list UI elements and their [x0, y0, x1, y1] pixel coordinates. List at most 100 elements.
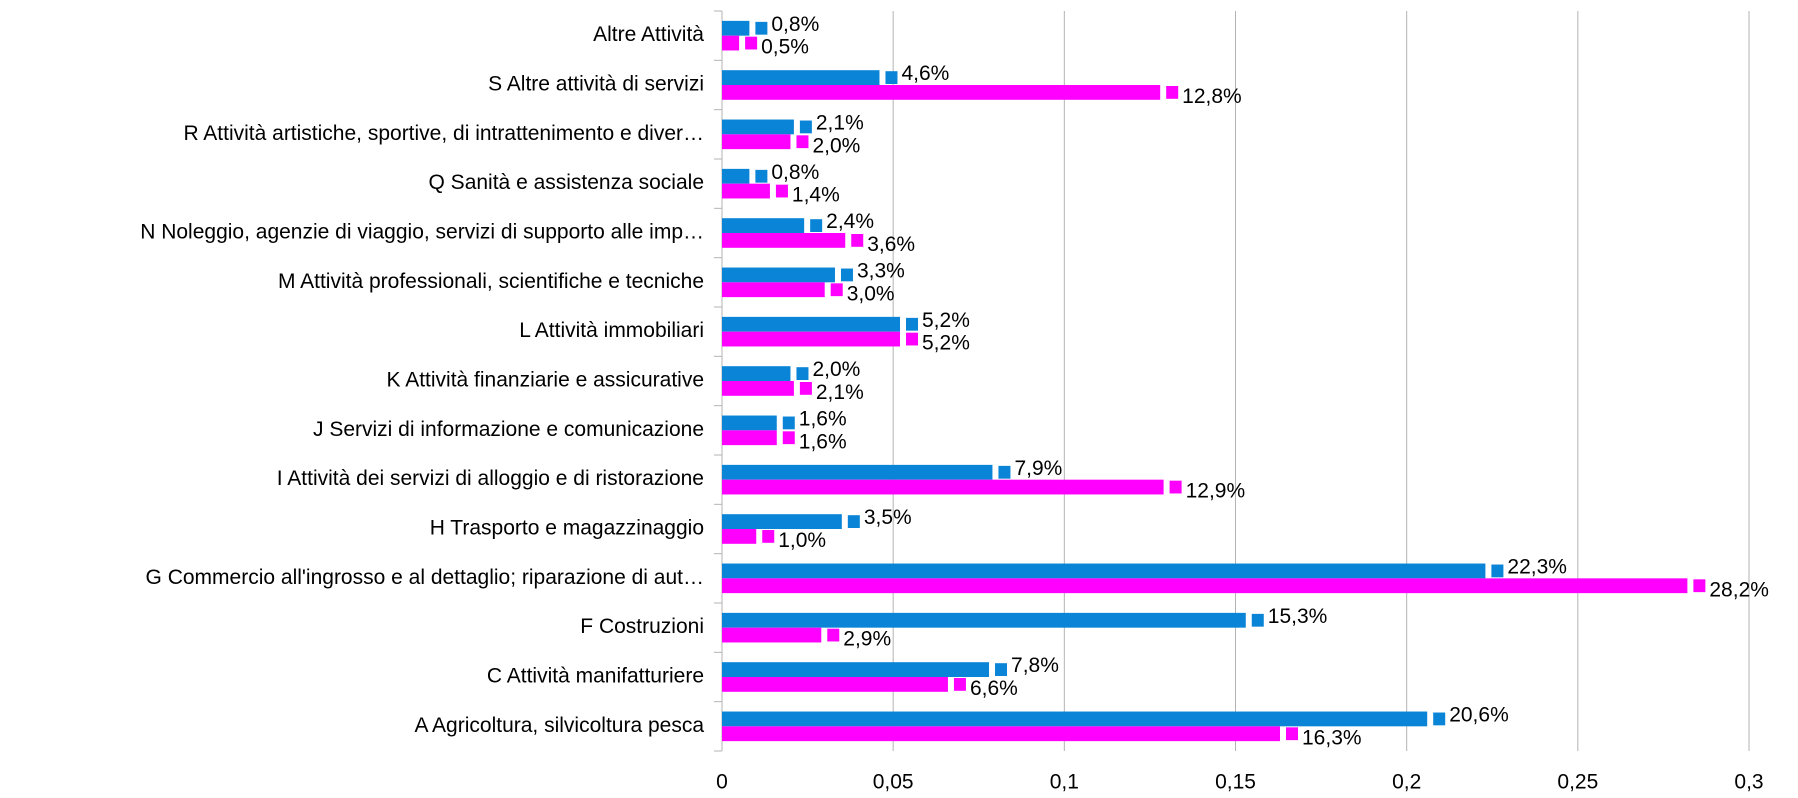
- y-tick-label: Q Sanità e assistenza sociale: [429, 171, 704, 194]
- label-key: [827, 628, 840, 642]
- y-tick-label: N Noleggio, agenzie di viaggio, servizi …: [140, 221, 704, 244]
- label-key: [906, 332, 919, 346]
- bar: [722, 183, 770, 199]
- data-label: 22,3%: [1507, 555, 1567, 578]
- y-tick-label: R Attività artistiche, sportive, di intr…: [183, 122, 704, 145]
- bar: [722, 70, 880, 85]
- data-label: 2,1%: [816, 111, 864, 134]
- y-tick-label: I Attività dei servizi di alloggio e di …: [277, 467, 704, 490]
- label-key: [998, 465, 1011, 479]
- data-label: 1,6%: [799, 407, 847, 430]
- label-key: [851, 234, 864, 247]
- y-tick-label: K Attività finanziarie e assicurative: [387, 369, 704, 392]
- y-tick-label: H Trasporto e magazzinaggio: [430, 517, 704, 540]
- bar: [722, 726, 1281, 742]
- x-tick-label: 0,2: [1392, 771, 1421, 794]
- x-tick-label: 0,05: [873, 771, 914, 794]
- bar: [722, 415, 777, 431]
- data-label: 1,4%: [792, 184, 840, 207]
- label-key: [782, 431, 795, 445]
- label-key: [762, 530, 775, 543]
- data-label: 15,3%: [1268, 605, 1328, 628]
- bar: [722, 233, 846, 248]
- data-label: 28,2%: [1709, 578, 1769, 601]
- label-key: [799, 382, 812, 395]
- label-key: [906, 317, 919, 331]
- label-key: [796, 135, 809, 149]
- data-label: 5,2%: [922, 332, 970, 355]
- bar: [722, 677, 948, 692]
- x-tick-label: 0,3: [1734, 771, 1763, 794]
- y-tick-label: L Attività immobiliari: [519, 319, 704, 342]
- bar: [722, 514, 842, 529]
- data-label: 2,9%: [843, 628, 891, 651]
- data-label: 2,0%: [812, 358, 860, 381]
- label-key: [1169, 480, 1182, 494]
- y-tick-label: J Servizi di informazione e comunicazion…: [313, 418, 704, 441]
- bar: [722, 479, 1164, 495]
- label-key: [847, 515, 860, 528]
- bar: [722, 464, 993, 480]
- bar: [722, 331, 901, 347]
- data-label: 7,9%: [1014, 457, 1062, 480]
- x-tick-label: 0,25: [1557, 771, 1598, 794]
- label-key: [995, 663, 1008, 676]
- label-key: [840, 268, 853, 282]
- bar: [722, 35, 740, 51]
- bar: [722, 267, 835, 283]
- label-key: [799, 120, 812, 134]
- label-key: [1286, 727, 1299, 741]
- label-key: [755, 169, 768, 183]
- bar: [722, 563, 1486, 579]
- data-label: 12,8%: [1182, 85, 1242, 108]
- label-key: [745, 36, 758, 50]
- x-tick-label: 0,15: [1215, 771, 1256, 794]
- data-label: 3,3%: [857, 259, 905, 282]
- bar: [722, 366, 791, 381]
- data-label: 2,4%: [826, 210, 874, 233]
- data-label: 16,3%: [1302, 726, 1362, 749]
- y-tick-label: S Altre attività di servizi: [488, 73, 704, 96]
- y-tick-label: C Attività manifatturiere: [487, 665, 704, 688]
- label-key: [1166, 86, 1179, 99]
- label-key: [755, 21, 768, 35]
- label-key: [1251, 613, 1264, 627]
- data-label: 0,8%: [771, 13, 819, 36]
- label-key: [810, 219, 823, 232]
- bar: [722, 578, 1688, 594]
- bar: [722, 134, 791, 150]
- bar: [722, 612, 1246, 628]
- bar: [722, 430, 777, 446]
- y-tick-label: F Costruzioni: [580, 615, 704, 638]
- bar: [722, 218, 805, 233]
- data-label: 3,0%: [847, 282, 895, 305]
- data-label: 0,8%: [771, 161, 819, 184]
- label-key: [885, 71, 898, 84]
- data-label: 3,5%: [864, 506, 912, 529]
- y-tick-label: Altre Attività: [593, 23, 704, 46]
- data-label: 1,6%: [799, 430, 847, 453]
- x-tick-label: 0: [716, 771, 728, 794]
- x-tick-label: 0,1: [1050, 771, 1079, 794]
- label-key: [830, 283, 843, 297]
- data-label: 3,6%: [867, 233, 915, 256]
- bar: [722, 662, 990, 677]
- bar: [722, 381, 794, 396]
- label-key: [796, 367, 809, 380]
- data-label: 7,8%: [1011, 654, 1059, 677]
- bar: [722, 282, 825, 298]
- bar: [722, 168, 750, 184]
- data-label: 2,1%: [816, 381, 864, 404]
- bar: [722, 711, 1428, 727]
- label-key: [775, 184, 788, 198]
- y-tick-label: M Attività professionali, scientifiche e…: [278, 270, 704, 293]
- label-key: [1693, 579, 1706, 593]
- bar: [722, 20, 750, 36]
- bar: [722, 529, 757, 544]
- data-label: 20,6%: [1449, 703, 1509, 726]
- data-label: 1,0%: [778, 529, 826, 552]
- label-key: [953, 678, 966, 691]
- data-label: 12,9%: [1186, 480, 1246, 503]
